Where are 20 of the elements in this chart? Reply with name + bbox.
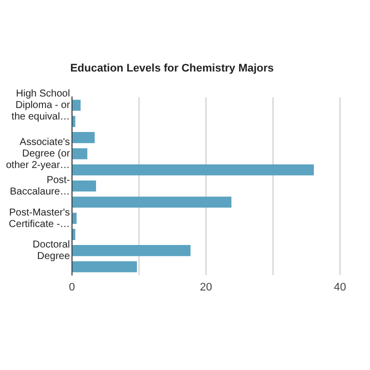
bar [72, 148, 88, 160]
y-tick-label: Associate's Degree (or other 2-year… [6, 136, 71, 171]
y-tick-label: Doctoral Degree [32, 240, 70, 262]
bar [72, 132, 95, 144]
y-tick-label: Post-Baccalaure… [10, 175, 70, 198]
bar [72, 164, 314, 176]
bar [72, 196, 232, 208]
y-tick-label: Post-Master's Certificate -… [8, 207, 70, 230]
bar [72, 100, 81, 111]
x-tick-label: 0 [68, 281, 75, 294]
y-tick-label: High School Diploma - or the equival… [12, 88, 71, 123]
chart-title: Education Levels for Chemistry Majors [70, 62, 274, 75]
x-tick-label: 20 [200, 281, 212, 294]
bar [72, 228, 76, 240]
bar [72, 261, 137, 272]
bar [72, 180, 96, 192]
bar [72, 212, 77, 224]
x-tick-label: 40 [334, 281, 346, 294]
bar [72, 116, 76, 127]
bar [72, 245, 191, 256]
